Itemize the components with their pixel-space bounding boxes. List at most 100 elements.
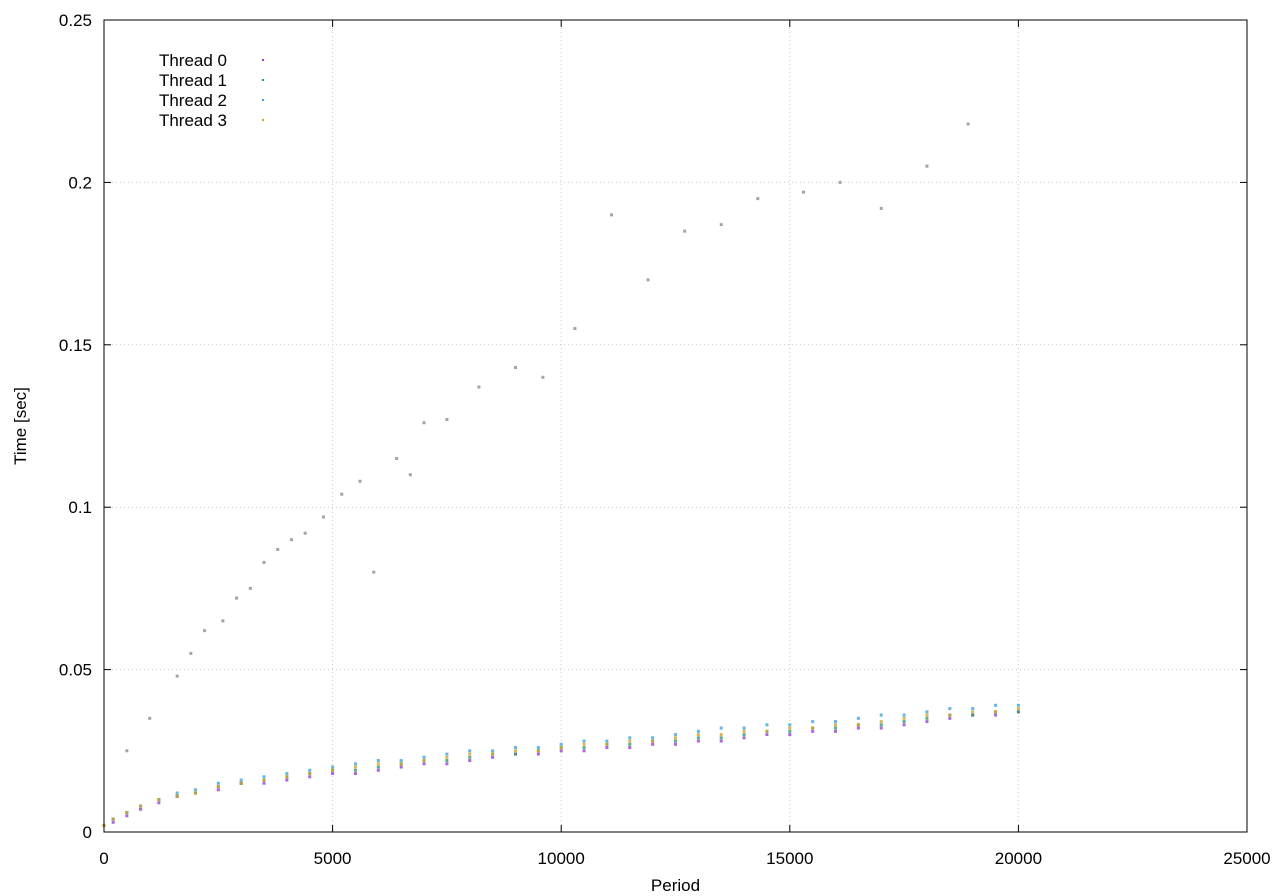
data-point (216, 785, 220, 789)
data-point (994, 710, 998, 714)
data-point (1016, 703, 1020, 707)
outlier-points (125, 122, 970, 753)
outlier-point (445, 418, 449, 422)
data-point (445, 752, 449, 756)
data-point (559, 749, 563, 753)
outlier-point (175, 674, 179, 678)
data-point (902, 716, 906, 720)
outlier-point (802, 190, 806, 194)
data-point (285, 778, 289, 782)
data-point (742, 733, 746, 737)
outlier-point (148, 716, 152, 720)
outlier-point (189, 651, 193, 655)
data-point (513, 746, 517, 750)
legend-label: Thread 1 (159, 71, 227, 90)
outlier-point (235, 596, 239, 600)
data-point (582, 739, 586, 743)
outlier-point (879, 206, 883, 210)
data-point (193, 791, 197, 795)
data-point (239, 778, 243, 782)
data-point (994, 703, 998, 707)
data-point (308, 772, 312, 776)
data-point (674, 733, 677, 737)
outlier-point (125, 749, 129, 753)
outlier-point (203, 629, 207, 633)
data-point (788, 729, 792, 733)
x-axis-title: Period (651, 876, 700, 895)
data-point (285, 775, 289, 779)
data-point (353, 772, 357, 776)
data-point (628, 742, 632, 746)
data-point (1016, 707, 1020, 711)
data-point (719, 736, 723, 740)
data-point (582, 746, 586, 750)
data-point (139, 807, 143, 811)
data-point (628, 746, 632, 750)
data-point (536, 752, 540, 756)
y-axis-title: Time [sec] (11, 387, 30, 465)
data-point (376, 762, 380, 766)
data-point (719, 726, 723, 730)
data-point (674, 739, 677, 743)
data-point (651, 739, 655, 743)
data-point (468, 755, 472, 759)
legend-label: Thread 2 (159, 91, 227, 110)
data-point (491, 749, 495, 753)
outlier-point (248, 586, 252, 590)
data-point (491, 755, 495, 759)
data-point (605, 746, 609, 750)
legend-marker (262, 119, 264, 121)
data-point (674, 742, 677, 746)
outlier-point (321, 515, 325, 519)
outlier-point (966, 122, 970, 126)
data-point (834, 726, 838, 730)
data-point (742, 729, 746, 733)
legend-marker (262, 79, 264, 81)
plot-frame (103, 19, 1248, 833)
outlier-point (289, 538, 293, 542)
data-point (582, 749, 586, 753)
data-point (879, 720, 883, 724)
x-tick-label: 10000 (538, 849, 585, 868)
data-point (834, 720, 838, 724)
outlier-point (609, 213, 613, 217)
outlier-point (646, 278, 650, 282)
data-point (971, 707, 975, 711)
x-tick-label: 15000 (766, 849, 813, 868)
data-point (376, 768, 380, 772)
data-point (376, 759, 380, 763)
data-point (788, 733, 792, 737)
data-point (628, 736, 632, 740)
legend-label: Thread 0 (159, 51, 227, 70)
data-point (125, 811, 129, 815)
data-point (856, 723, 860, 727)
data-point (834, 729, 838, 733)
data-point (902, 720, 906, 724)
data-point (239, 781, 243, 785)
data-point (175, 794, 179, 798)
data-point (353, 768, 357, 772)
data-point (902, 713, 906, 717)
data-point (111, 817, 115, 821)
data-point (994, 713, 998, 717)
data-point (353, 765, 357, 769)
data-point (175, 791, 179, 795)
data-point (216, 781, 220, 785)
data-point (696, 729, 700, 733)
legend-label: Thread 3 (159, 111, 227, 130)
data-point (605, 739, 609, 743)
data-point (856, 716, 860, 720)
data-point (948, 716, 952, 720)
outlier-point (395, 456, 399, 460)
data-point (788, 723, 792, 727)
data-point (399, 759, 403, 763)
outlier-point (422, 421, 426, 425)
grid (104, 20, 1247, 832)
data-point (536, 749, 540, 753)
data-point (811, 726, 815, 730)
data-point (925, 710, 929, 714)
data-point (925, 716, 929, 720)
